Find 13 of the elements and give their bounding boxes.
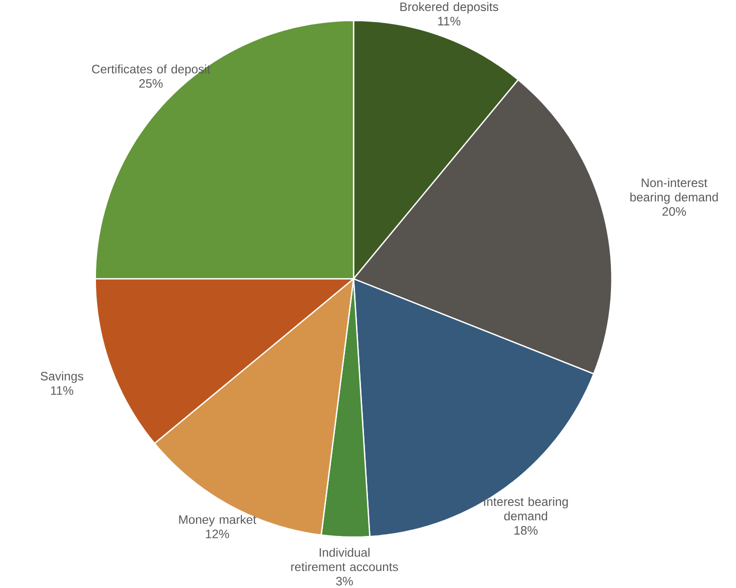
slice-label: Savings <box>40 372 84 384</box>
slice-label: Brokered deposits <box>400 2 498 14</box>
slice-label: Individual retirement accounts <box>291 548 398 572</box>
data-label: 20% <box>662 207 686 216</box>
data-label: 25% <box>139 79 163 88</box>
data-label: 3% <box>336 577 353 586</box>
data-label: 11% <box>438 17 460 26</box>
slice-label: Interest bearing demand <box>484 497 568 521</box>
slice-label: Non-interest bearing demand <box>630 178 718 204</box>
data-label: 12% <box>206 530 230 538</box>
data-label: 18% <box>514 526 538 535</box>
data-label: 11% <box>51 386 74 395</box>
slice-label: Money market <box>179 515 256 527</box>
